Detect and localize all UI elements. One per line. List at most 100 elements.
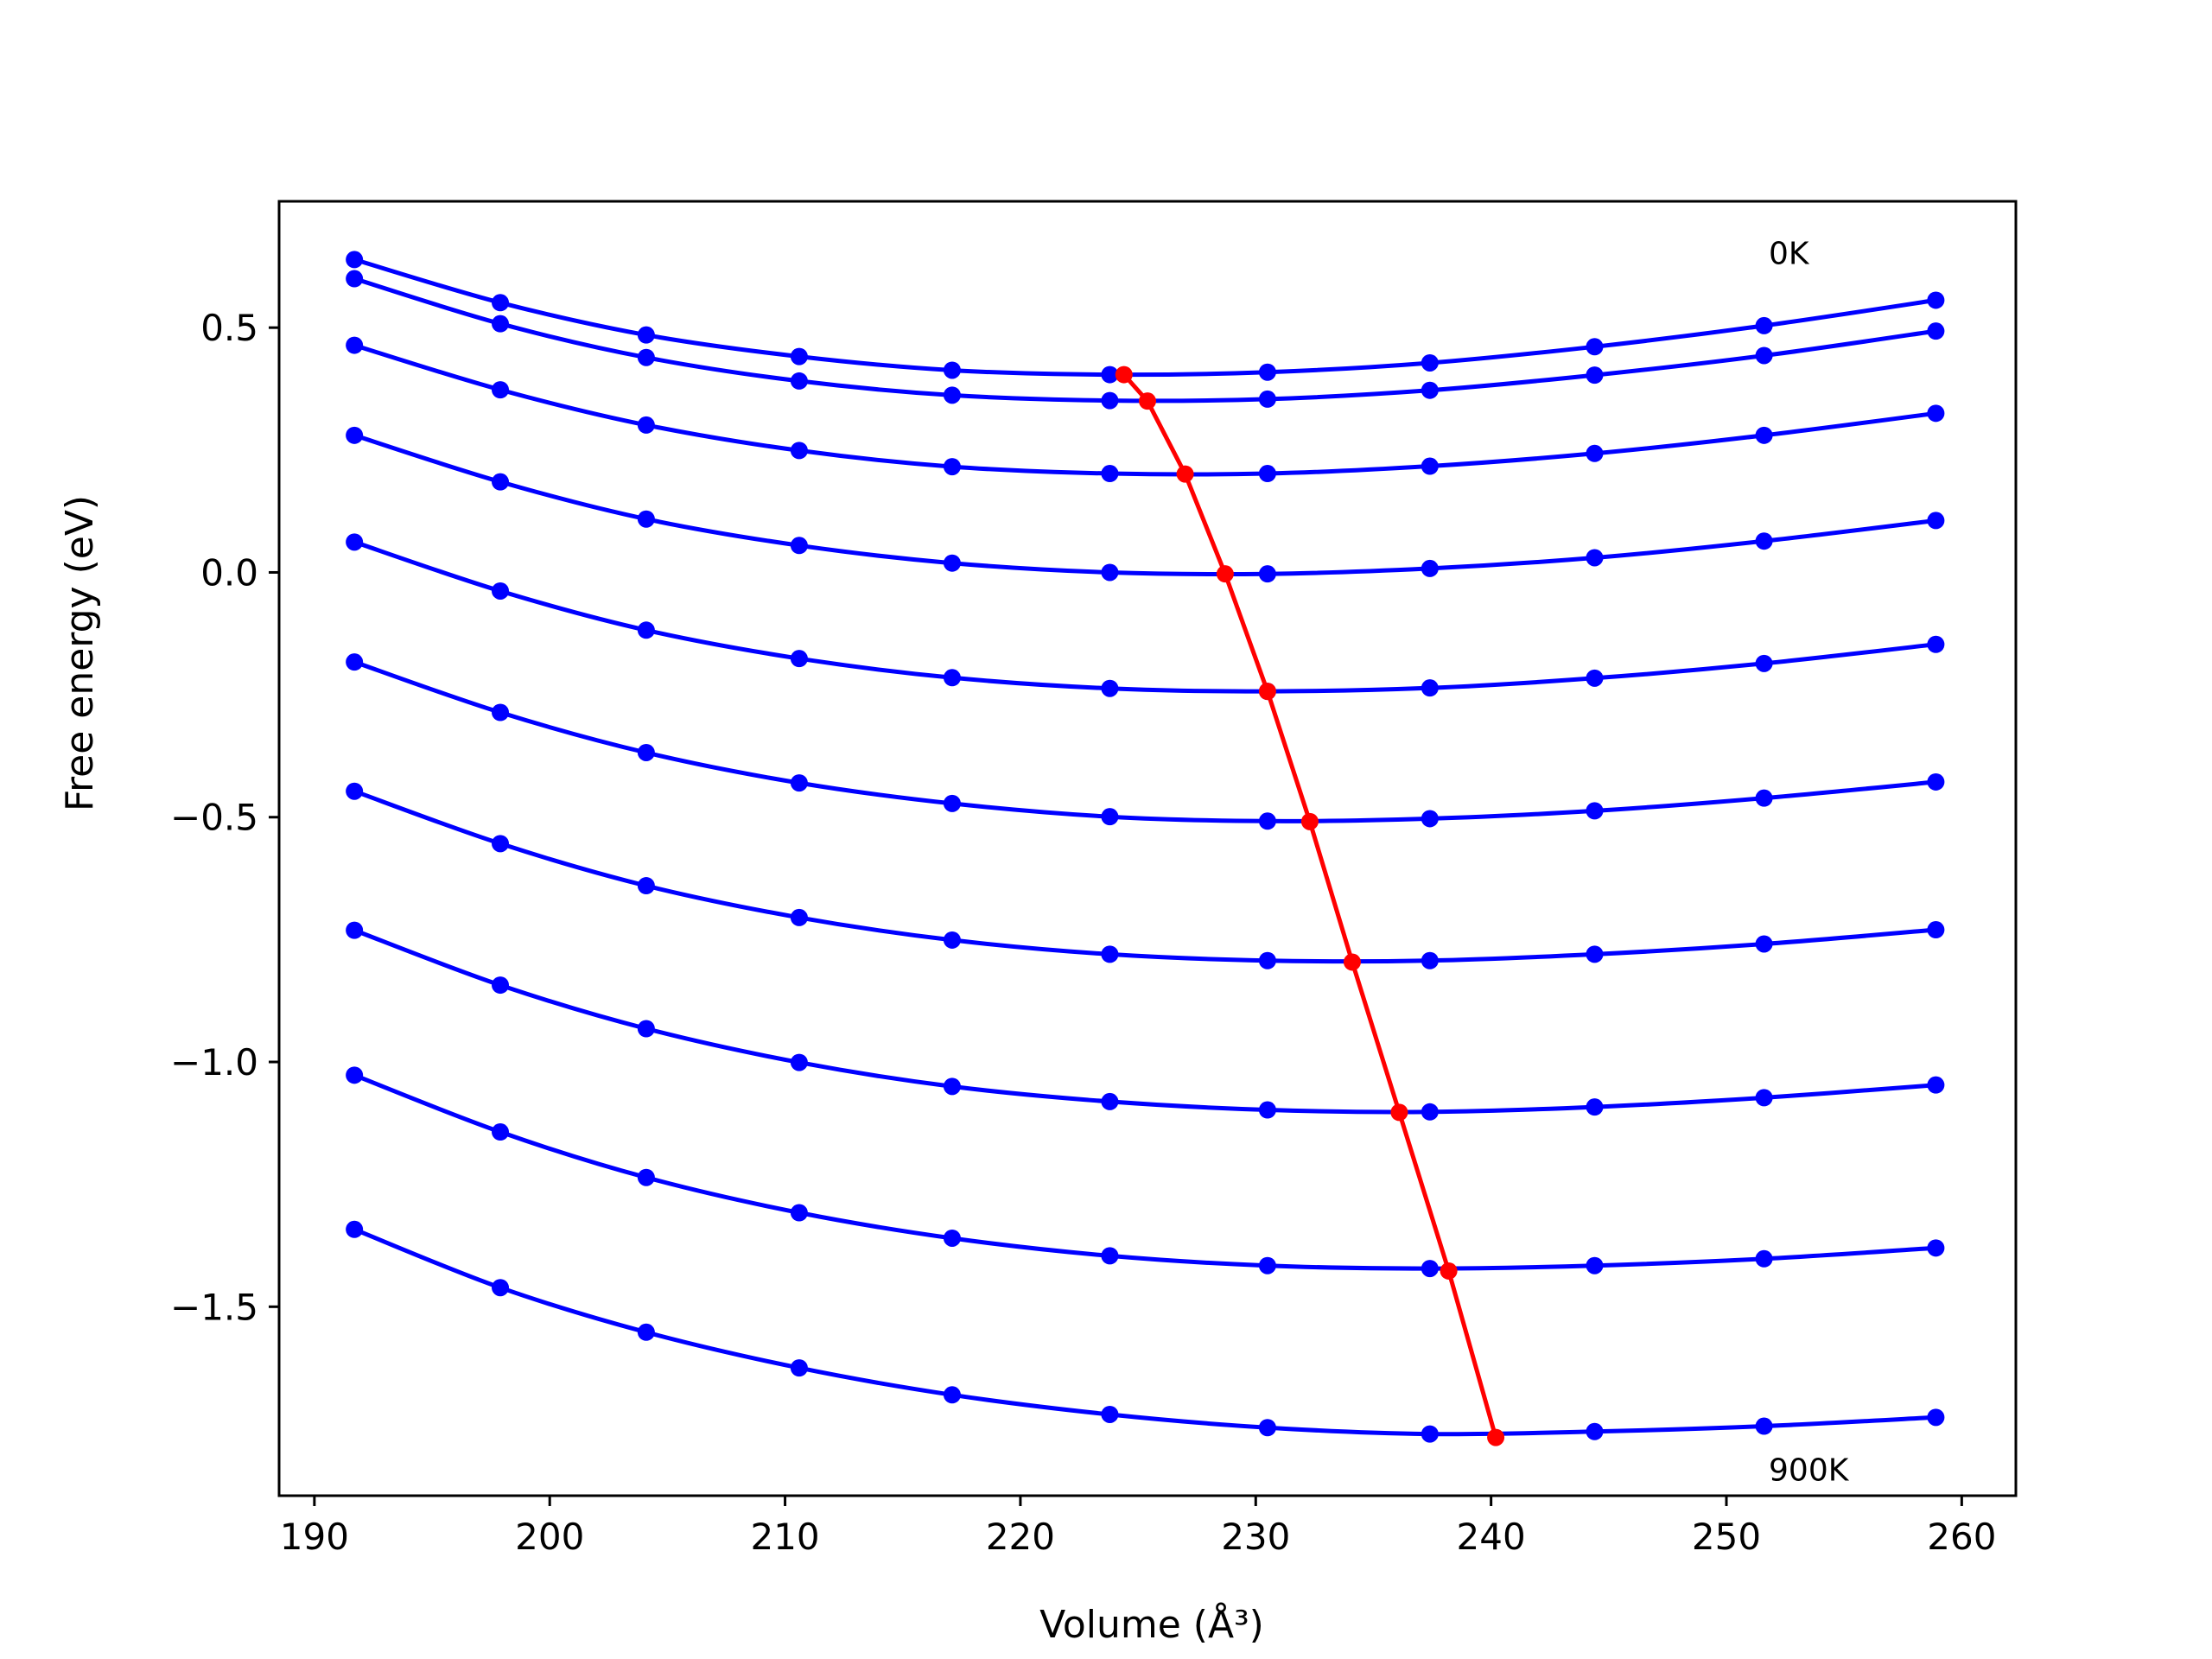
data-point <box>1927 635 1945 653</box>
data-point <box>1101 679 1119 697</box>
data-point <box>492 381 510 399</box>
x-tick-label: 260 <box>1927 1516 1996 1558</box>
series-6 <box>346 782 1945 969</box>
series-line <box>353 276 1936 404</box>
data-point <box>1927 772 1945 791</box>
x-tick-label: 220 <box>986 1516 1055 1558</box>
data-point <box>346 336 364 354</box>
data-point <box>1755 935 1773 953</box>
data-point <box>346 533 364 551</box>
annotation-label: 0K <box>1769 237 1810 272</box>
data-point <box>492 1123 510 1141</box>
minima-point <box>1216 565 1234 583</box>
data-point <box>1258 951 1276 969</box>
data-point <box>1101 391 1119 410</box>
data-point <box>943 1077 961 1096</box>
data-point <box>790 347 808 365</box>
data-point <box>637 326 655 344</box>
data-point <box>1586 444 1604 462</box>
data-point <box>1755 316 1773 334</box>
data-point <box>1586 1098 1604 1116</box>
data-point <box>346 251 364 269</box>
data-point <box>637 416 655 434</box>
data-point <box>943 458 961 476</box>
data-point <box>1927 921 1945 939</box>
series-3 <box>346 426 1945 583</box>
data-point <box>1927 1408 1945 1427</box>
data-point <box>1927 1076 1945 1094</box>
series-1 <box>346 270 1945 410</box>
minima-line <box>1122 372 1498 1439</box>
data-point <box>346 426 364 444</box>
data-point <box>1927 404 1945 423</box>
data-point <box>637 877 655 895</box>
data-point <box>1258 812 1276 830</box>
data-point <box>790 1053 808 1071</box>
data-point <box>943 361 961 379</box>
series-2 <box>346 336 1945 483</box>
data-point <box>637 743 655 761</box>
data-point <box>1101 1092 1119 1110</box>
data-point <box>346 921 364 939</box>
data-point <box>790 372 808 390</box>
data-point <box>637 1168 655 1186</box>
data-point <box>637 510 655 528</box>
data-point <box>1927 291 1945 309</box>
minima-point <box>1115 365 1133 384</box>
x-axis-label: Volume (Å³) <box>1039 1601 1264 1647</box>
minima-point <box>1176 465 1194 483</box>
annotations: 0K 900K <box>1769 237 1850 1489</box>
y-tick-label: −1.0 <box>170 1041 258 1084</box>
data-point <box>1258 390 1276 408</box>
x-tick-label: 190 <box>280 1516 349 1558</box>
data-point <box>492 473 510 491</box>
minima-point <box>1300 812 1319 830</box>
data-point <box>1421 353 1439 372</box>
data-point <box>1258 565 1276 583</box>
data-point <box>1755 426 1773 444</box>
plot-area <box>277 200 2018 1497</box>
data-point <box>790 1204 808 1222</box>
series-line <box>353 539 1936 694</box>
data-point <box>1586 549 1604 567</box>
data-point <box>1755 1417 1773 1435</box>
x-axis: 190 200 210 220 230 240 250 260 <box>280 1496 1996 1558</box>
annotation-label: 900K <box>1769 1452 1850 1488</box>
data-point <box>1586 366 1604 385</box>
series-line <box>353 257 1936 378</box>
y-tick-label: −1.5 <box>170 1286 258 1328</box>
data-point <box>492 1279 510 1297</box>
data-point <box>637 1323 655 1341</box>
data-point <box>943 669 961 687</box>
data-point <box>492 835 510 853</box>
data-point <box>1101 945 1119 963</box>
x-tick-label: 230 <box>1221 1516 1290 1558</box>
x-tick-label: 210 <box>750 1516 819 1558</box>
data-point <box>790 442 808 460</box>
series-7 <box>346 921 1945 1121</box>
data-point <box>1586 1256 1604 1274</box>
y-tick-label: 0.0 <box>200 551 258 594</box>
data-point <box>1586 945 1604 963</box>
data-point <box>1421 1425 1439 1443</box>
data-point <box>492 315 510 333</box>
data-point <box>637 1020 655 1038</box>
data-point <box>1258 1419 1276 1437</box>
minima-point <box>1258 683 1276 701</box>
data-point <box>1421 457 1439 475</box>
y-axis-label: Free energy (eV) <box>58 495 102 811</box>
data-point <box>492 294 510 312</box>
data-point <box>1258 363 1276 381</box>
data-point <box>790 537 808 555</box>
y-tick-label: 0.5 <box>200 307 258 349</box>
series-line <box>353 433 1936 577</box>
data-point <box>1258 465 1276 483</box>
x-tick-label: 200 <box>515 1516 584 1558</box>
data-point <box>346 653 364 671</box>
data-point <box>1927 1239 1945 1257</box>
data-point <box>1258 1101 1276 1119</box>
data-point <box>943 1386 961 1404</box>
data-point <box>1927 512 1945 530</box>
y-axis: 0.5 0.0 −0.5 −1.0 −1.5 <box>170 307 279 1328</box>
